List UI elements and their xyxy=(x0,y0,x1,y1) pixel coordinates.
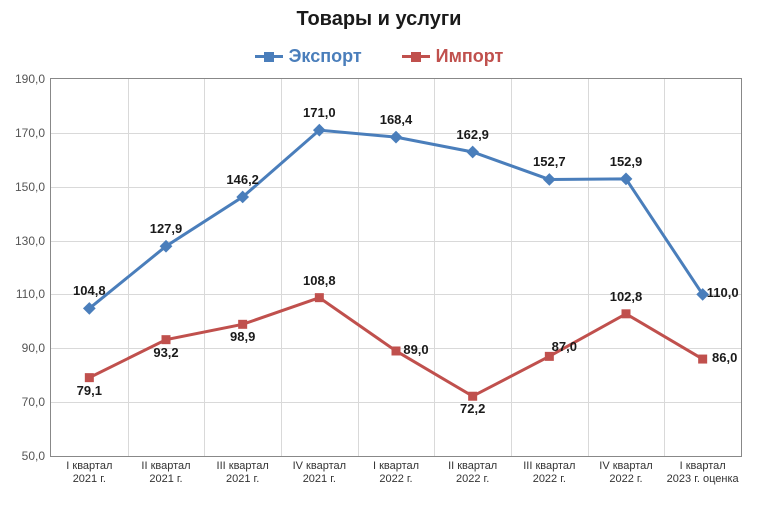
series-marker xyxy=(162,335,171,344)
series-marker xyxy=(390,131,403,144)
data-label: 87,0 xyxy=(552,339,577,354)
data-label: 152,7 xyxy=(533,154,566,169)
series-marker xyxy=(466,146,479,159)
x-tick-label: I квартал 2023 г. оценка xyxy=(667,456,739,485)
chart-title: Товары и услуги xyxy=(0,8,758,31)
data-label: 104,8 xyxy=(73,283,106,298)
x-tick-label: II квартал 2022 г. xyxy=(448,456,497,485)
x-tick-label: III квартал 2021 г. xyxy=(217,456,269,485)
data-label: 146,2 xyxy=(226,172,259,187)
y-tick-label: 70,0 xyxy=(22,395,51,409)
y-tick-label: 150,0 xyxy=(15,180,51,194)
legend-item: Импорт xyxy=(402,46,504,67)
x-tick-label: I квартал 2021 г. xyxy=(66,456,112,485)
y-tick-label: 170,0 xyxy=(15,126,51,140)
data-label: 162,9 xyxy=(456,127,489,142)
data-label: 86,0 xyxy=(712,350,737,365)
legend-label: Экспорт xyxy=(289,46,362,67)
x-tick-label: II квартал 2021 г. xyxy=(141,456,190,485)
data-label: 127,9 xyxy=(150,221,183,236)
data-label: 79,1 xyxy=(77,383,102,398)
y-tick-label: 190,0 xyxy=(15,72,51,86)
series-marker xyxy=(468,392,477,401)
plot-svg xyxy=(51,79,741,456)
series-marker xyxy=(543,173,556,186)
data-label: 102,8 xyxy=(610,289,643,304)
data-label: 89,0 xyxy=(403,342,428,357)
chart-container: Товары и услуги ЭкспортИмпорт 50,070,090… xyxy=(0,0,758,525)
data-label: 98,9 xyxy=(230,329,255,344)
y-tick-label: 130,0 xyxy=(15,234,51,248)
data-label: 152,9 xyxy=(610,154,643,169)
data-label: 168,4 xyxy=(380,112,413,127)
x-tick-label: I квартал 2022 г. xyxy=(373,456,419,485)
y-tick-label: 90,0 xyxy=(22,341,51,355)
data-label: 171,0 xyxy=(303,105,336,120)
series-marker xyxy=(622,309,631,318)
series-marker xyxy=(392,346,401,355)
series-marker xyxy=(238,320,247,329)
series-marker xyxy=(315,293,324,302)
legend-item: Экспорт xyxy=(255,46,362,67)
series-marker xyxy=(85,373,94,382)
x-tick-label: III квартал 2022 г. xyxy=(523,456,575,485)
data-label: 72,2 xyxy=(460,401,485,416)
plot-area: 50,070,090,0110,0130,0150,0170,0190,0I к… xyxy=(50,78,742,457)
data-label: 108,8 xyxy=(303,273,336,288)
y-tick-label: 50,0 xyxy=(22,449,51,463)
legend-label: Импорт xyxy=(436,46,504,67)
data-label: 93,2 xyxy=(153,345,178,360)
x-tick-label: IV квартал 2021 г. xyxy=(293,456,346,485)
data-label: 110,0 xyxy=(707,285,739,300)
series-marker xyxy=(698,355,707,364)
x-tick-label: IV квартал 2022 г. xyxy=(599,456,652,485)
y-tick-label: 110,0 xyxy=(16,287,51,301)
chart-legend: Экспорт Импорт xyxy=(0,42,758,67)
